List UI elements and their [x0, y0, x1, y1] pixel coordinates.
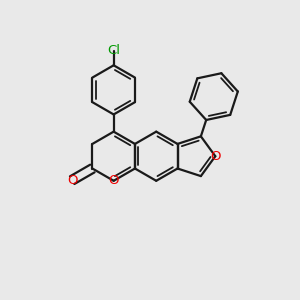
Text: O: O [108, 174, 119, 187]
Text: O: O [67, 174, 77, 187]
Text: O: O [210, 150, 220, 163]
Text: Cl: Cl [107, 44, 120, 57]
